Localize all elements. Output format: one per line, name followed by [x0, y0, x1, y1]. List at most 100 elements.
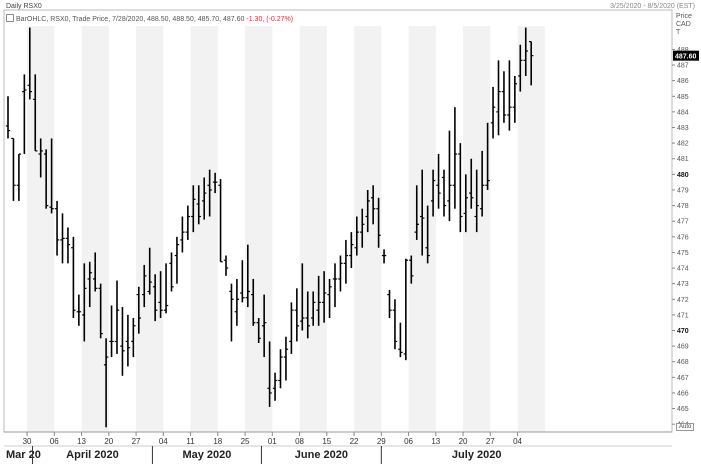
ohlc-bar: [332, 263, 338, 308]
ohlc-bar: [82, 263, 87, 342]
ohlc-bar: [174, 236, 180, 284]
ohlc-bar: [392, 299, 398, 350]
ohlc-bar: [212, 172, 218, 194]
y-tick-label: 473: [677, 281, 689, 288]
ohlc-bar: [474, 169, 479, 233]
last-price-label: 487.60: [675, 54, 697, 61]
y-tick-label: 471: [677, 312, 689, 319]
ohlc-bar: [256, 318, 261, 343]
y-tick-label: 487: [677, 63, 689, 70]
ohlc-bar: [152, 274, 158, 322]
x-tick-label: 11: [186, 437, 195, 446]
price-axis-header: Price CAD T: [676, 13, 692, 37]
ohlc-bar: [278, 349, 283, 389]
ohlc-bar: [158, 271, 163, 319]
x-tick-label: 18: [213, 437, 222, 446]
ohlc-bar: [76, 294, 82, 326]
checkbox-icon[interactable]: [6, 14, 14, 22]
ohlc-bar: [452, 107, 458, 209]
y-tick-label: 470: [677, 328, 689, 335]
ohlc-bar: [305, 291, 310, 339]
y-tick-label: 482: [677, 141, 689, 148]
ohlc-bar: [103, 338, 109, 428]
x-tick-label: 15: [322, 437, 331, 446]
ohlc-bar: [147, 247, 152, 295]
ohlc-bar: [245, 244, 250, 308]
ohlc-bar: [381, 249, 387, 264]
ohlc-bar: [360, 208, 365, 248]
ohlc-bar: [414, 185, 419, 240]
y-tick-label: 488: [677, 47, 689, 54]
ohlc-bar: [469, 158, 474, 209]
week-band: [245, 26, 273, 432]
ohlc-bar: [131, 318, 136, 358]
series-legend[interactable]: BarOHLC, RSX0, Trade Price, 7/28/2020, 4…: [6, 14, 293, 23]
y-tick-label: 468: [677, 359, 689, 366]
y-tick-label: 485: [677, 94, 689, 101]
ohlc-bar: [234, 278, 240, 326]
y-tick-label: 472: [677, 297, 689, 304]
y-tick-label: 480: [677, 172, 689, 179]
x-tick-label: 04: [159, 437, 168, 446]
month-label: Mar 20: [6, 449, 41, 461]
ohlc-bar: [321, 271, 327, 323]
ohlc-bar: [49, 138, 54, 214]
y-tick-label: 477: [677, 219, 689, 226]
price-axis-header-line: Price: [676, 13, 692, 20]
y-tick-label: 465: [677, 406, 689, 413]
ohlc-bar: [283, 336, 289, 381]
ohlc-bar: [267, 341, 272, 408]
y-tick-label: 484: [677, 109, 689, 116]
ohlc-bar: [22, 74, 27, 155]
ohlc-bar: [109, 305, 114, 358]
ohlc-bar: [98, 283, 103, 339]
ohlc-bar: [38, 138, 43, 178]
y-tick-label: 481: [677, 156, 689, 163]
x-tick-label: 29: [377, 437, 386, 446]
y-tick-label: 467: [677, 375, 689, 382]
y-tick-label: 483: [677, 125, 689, 132]
ohlc-bar: [294, 288, 300, 342]
y-tick-label: 478: [677, 203, 689, 210]
ohlc-bar: [338, 255, 343, 292]
ohlc-bar: [365, 189, 370, 233]
ohlc-bar: [229, 283, 234, 342]
ohlc-bar: [441, 169, 447, 217]
ohlc-bar: [87, 261, 92, 308]
ohlc-bar: [507, 60, 512, 131]
ohlc-bar: [27, 27, 32, 100]
ohlc-bar: [490, 86, 496, 139]
ohlc-bar: [54, 200, 60, 256]
ohlc-bar: [430, 169, 436, 217]
month-label: April 2020: [66, 449, 119, 461]
price-axis-header-line: T: [676, 29, 681, 36]
ohlc-bar: [142, 264, 147, 308]
x-tick-label: 06: [50, 437, 59, 446]
chart-title: Daily RSX0: [6, 3, 42, 10]
ohlc-bar: [409, 255, 414, 284]
x-tick-label: 08: [295, 437, 304, 446]
y-tick-label: 479: [677, 187, 689, 194]
week-band: [136, 26, 164, 432]
ohlc-bar: [327, 278, 332, 319]
month-label: July 2020: [452, 449, 502, 461]
ohlc-bar: [485, 122, 490, 190]
ohlc-bar: [398, 322, 403, 358]
auto-scale-button[interactable]: Auto: [676, 423, 695, 431]
ohlc-bar: [60, 213, 65, 264]
x-tick-label: 27: [132, 437, 141, 446]
ohlc-bar: [114, 280, 120, 354]
ohlc-bar: [202, 177, 207, 220]
x-tick-label: 22: [350, 437, 359, 446]
ohlc-bar: [218, 179, 223, 263]
week-band: [299, 26, 327, 432]
x-tick-label: 20: [104, 437, 113, 446]
ohlc-bar: [447, 130, 452, 222]
ohlc-bar: [207, 169, 212, 217]
week-band: [27, 26, 55, 432]
ohlc-bar: [251, 278, 256, 326]
y-tick-label: 475: [677, 250, 689, 257]
ohlc-bar: [370, 185, 376, 225]
ohlc-bar: [11, 137, 16, 201]
